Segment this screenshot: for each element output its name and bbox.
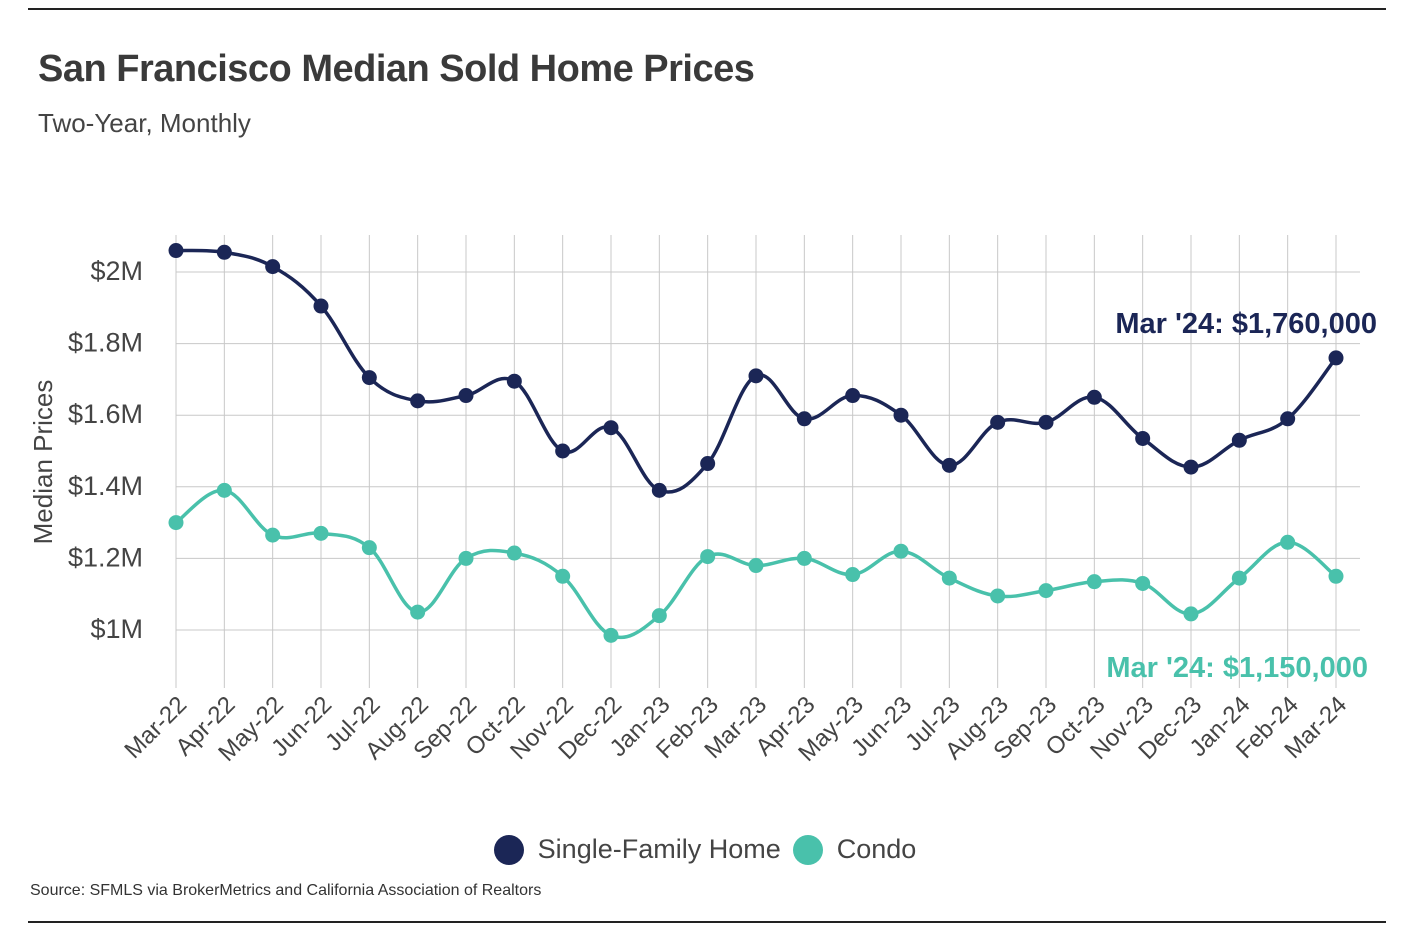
data-point-sfh (796, 411, 812, 427)
legend-item-condo: Condo (792, 834, 917, 865)
legend-swatch-sfh (493, 834, 524, 865)
legend-swatch-condo (792, 834, 823, 865)
y-tick-label: $1M (90, 614, 143, 644)
data-point-sfh (458, 388, 474, 404)
y-tick-label: $1.6M (68, 399, 143, 429)
top-rule (28, 8, 1386, 10)
data-point-sfh (506, 373, 522, 389)
data-point-sfh (1135, 430, 1151, 446)
data-point-condo (893, 543, 909, 559)
data-point-sfh (893, 407, 909, 423)
data-point-condo (265, 527, 281, 543)
data-point-sfh (313, 298, 329, 314)
data-point-condo (216, 482, 232, 498)
y-axis: $1M $1.2M $1.4M $1.6M $1.8M $2M Median Prices (28, 256, 143, 644)
data-point-sfh (1183, 459, 1199, 475)
data-point-sfh (216, 244, 232, 260)
data-point-sfh (1086, 389, 1102, 405)
data-point-condo (700, 549, 716, 565)
data-point-sfh (168, 243, 184, 259)
data-point-condo (603, 627, 619, 643)
data-point-condo (458, 550, 474, 566)
data-point-condo (941, 570, 957, 586)
grid-lines (175, 235, 1360, 688)
data-point-condo (168, 515, 184, 531)
data-point-condo (1280, 534, 1296, 550)
y-axis-title: Median Prices (28, 380, 58, 545)
y-tick-label: $2M (90, 256, 143, 286)
bottom-rule (28, 921, 1386, 923)
data-point-sfh (1328, 350, 1344, 366)
data-point-condo (796, 550, 812, 566)
data-point-sfh (265, 259, 281, 275)
source-note: Source: SFMLS via BrokerMetrics and Cali… (30, 882, 542, 899)
legend: Single-Family Home Condo (0, 834, 1410, 865)
legend-label-sfh: Single-Family Home (537, 834, 781, 864)
legend-label-condo: Condo (836, 834, 917, 864)
data-point-condo (1231, 570, 1247, 586)
y-tick-label: $1.8M (68, 328, 143, 358)
annotations: Mar '24: $1,760,000 Mar '24: $1,150,000 (1106, 308, 1377, 684)
data-point-condo (651, 608, 667, 624)
data-point-sfh (1038, 414, 1054, 430)
y-tick-label: $1.4M (68, 471, 143, 501)
data-point-sfh (410, 393, 426, 409)
data-point-condo (313, 525, 329, 541)
data-point-condo (1038, 583, 1054, 599)
data-point-sfh (603, 420, 619, 436)
data-point-sfh (845, 388, 861, 404)
data-point-sfh (651, 482, 667, 498)
y-tick-label: $1.2M (68, 542, 143, 572)
data-point-sfh (361, 370, 377, 386)
data-point-condo (1183, 606, 1199, 622)
annotation-condo: Mar '24: $1,150,000 (1106, 652, 1368, 684)
data-point-condo (555, 568, 571, 584)
data-point-sfh (941, 457, 957, 473)
data-point-condo (410, 604, 426, 620)
legend-item-sfh: Single-Family Home (493, 834, 781, 865)
data-point-condo (361, 540, 377, 556)
data-point-condo (1328, 568, 1344, 584)
data-point-condo (845, 567, 861, 583)
data-point-sfh (748, 368, 764, 384)
data-point-condo (1135, 575, 1151, 591)
data-point-sfh (1231, 432, 1247, 448)
data-point-condo (748, 558, 764, 574)
data-point-sfh (990, 414, 1006, 430)
chart-subtitle: Two-Year, Monthly (38, 108, 251, 138)
data-point-condo (990, 588, 1006, 604)
chart-title: San Francisco Median Sold Home Prices (38, 48, 755, 90)
data-point-condo (1086, 574, 1102, 590)
data-point-condo (506, 545, 522, 561)
annotation-sfh: Mar '24: $1,760,000 (1115, 308, 1377, 340)
data-point-sfh (1280, 411, 1296, 427)
series-points (168, 243, 1344, 643)
x-axis: Mar-22Apr-22May-22Jun-22Jul-22Aug-22Sep-… (119, 691, 1352, 767)
data-point-sfh (700, 456, 716, 472)
data-point-sfh (555, 443, 571, 459)
